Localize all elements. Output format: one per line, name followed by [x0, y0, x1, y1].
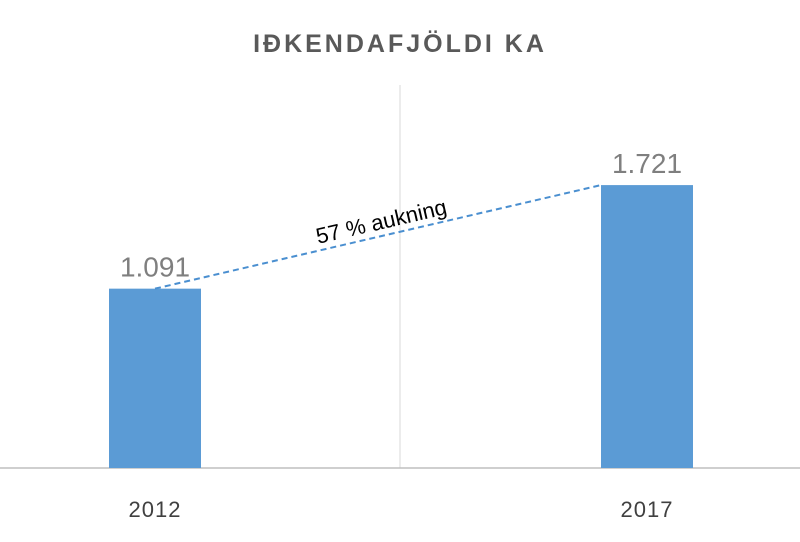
chart-title: IÐKENDAFJÖLDI KA	[253, 29, 547, 58]
labels-layer: 1.091 2012 1.721 2017	[120, 148, 682, 522]
bar-2017	[601, 185, 693, 468]
x-tick-label-2017: 2017	[621, 497, 674, 522]
data-label-2017: 1.721	[612, 148, 682, 179]
data-label-2012: 1.091	[120, 252, 190, 283]
bar-2012	[109, 288, 201, 468]
bars-layer	[109, 185, 693, 468]
trend-line	[154, 184, 602, 290]
x-tick-label-2012: 2012	[129, 497, 182, 522]
